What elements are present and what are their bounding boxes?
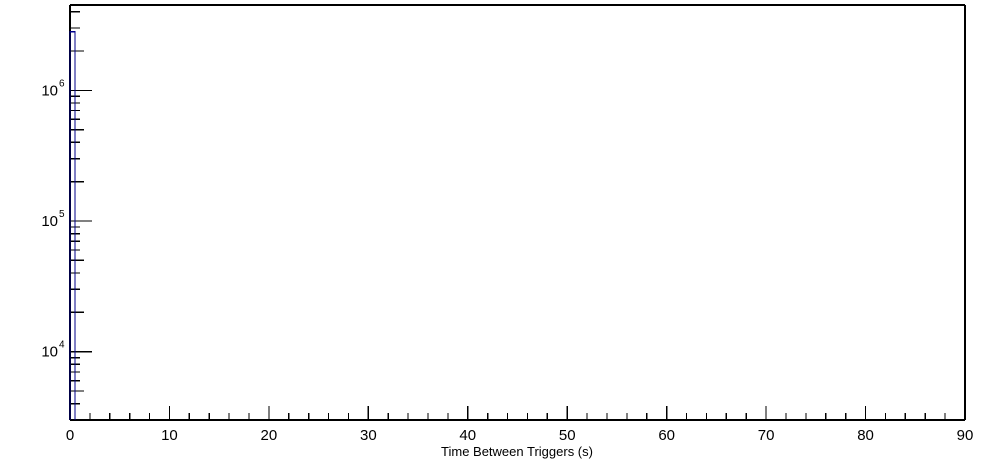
x-axis-tick-labels: 0 10 20 30 40 50 60 70 80 90 (66, 427, 974, 444)
plot-frame (69, 4, 966, 421)
x-axis-ticks (69, 406, 966, 420)
x-tick-label: 20 (261, 427, 278, 444)
x-tick-label: 90 (957, 427, 974, 444)
y-axis-ticks (70, 11, 92, 421)
x-tick-label: 50 (559, 427, 576, 444)
y-tick-label-mantissa: 10 (41, 344, 58, 361)
y-tick-label-group: 10 6 (41, 78, 65, 99)
histogram-bars (69, 31, 76, 420)
y-tick-label-mantissa: 10 (41, 82, 58, 99)
y-tick-label-exponent: 4 (59, 340, 65, 351)
y-tick-label-mantissa: 10 (41, 213, 58, 230)
y-tick-label-group: 10 5 (41, 209, 65, 230)
x-tick-label: 60 (658, 427, 675, 444)
x-tick-label: 30 (360, 427, 377, 444)
x-tick-label: 70 (758, 427, 775, 444)
x-axis-title: Time Between Triggers (s) (441, 444, 593, 459)
x-tick-label: 0 (66, 427, 74, 444)
x-tick-label: 80 (857, 427, 874, 444)
y-tick-label-group: 10 4 (41, 340, 65, 361)
y-tick-label-exponent: 6 (59, 78, 65, 89)
x-tick-label: 40 (459, 427, 476, 444)
x-tick-label: 10 (161, 427, 178, 444)
y-tick-label-exponent: 5 (59, 209, 65, 220)
histogram-bar (69, 31, 76, 420)
